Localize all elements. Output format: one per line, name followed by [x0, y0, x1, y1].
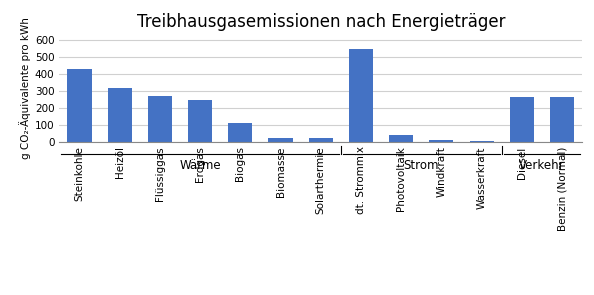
Bar [228, 123, 252, 142]
Bar [148, 96, 172, 142]
Bar [68, 69, 91, 142]
Bar [268, 138, 293, 142]
Bar [469, 141, 494, 142]
Bar [510, 97, 534, 142]
Bar [349, 49, 373, 142]
Text: Verkehr: Verkehr [519, 159, 565, 172]
Title: Treibhausgasemissionen nach Energieträger: Treibhausgasemissionen nach Energieträge… [137, 13, 505, 31]
Y-axis label: g CO₂-Äquivalente pro kWh: g CO₂-Äquivalente pro kWh [19, 18, 31, 159]
Bar [188, 100, 212, 142]
Bar [550, 97, 574, 142]
Text: Strom: Strom [403, 159, 439, 172]
Text: Wärme: Wärme [179, 159, 221, 172]
Bar [108, 88, 132, 142]
Bar [429, 140, 453, 142]
Bar [309, 138, 333, 142]
Bar [389, 135, 413, 142]
